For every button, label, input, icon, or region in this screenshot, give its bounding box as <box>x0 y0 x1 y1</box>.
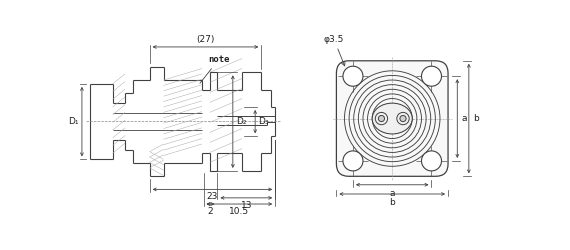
Text: 2: 2 <box>207 207 213 216</box>
Text: b: b <box>389 198 395 207</box>
Text: 10.5: 10.5 <box>229 207 250 216</box>
Circle shape <box>400 116 406 122</box>
FancyBboxPatch shape <box>336 61 448 176</box>
Circle shape <box>343 151 363 171</box>
Text: D₁: D₁ <box>68 117 79 126</box>
Text: 13: 13 <box>241 201 252 210</box>
Circle shape <box>397 112 409 125</box>
Circle shape <box>421 66 442 86</box>
Text: 23: 23 <box>207 192 218 202</box>
Text: D₃: D₃ <box>258 117 268 126</box>
Text: a: a <box>389 188 395 198</box>
Circle shape <box>378 116 385 122</box>
Text: a: a <box>461 114 467 123</box>
Circle shape <box>375 112 388 125</box>
Text: φ3.5: φ3.5 <box>324 34 345 66</box>
Text: D₂: D₂ <box>236 117 246 126</box>
Text: (27): (27) <box>196 35 215 44</box>
Ellipse shape <box>372 103 412 134</box>
Text: b: b <box>473 114 478 123</box>
Text: note: note <box>200 55 230 83</box>
Circle shape <box>343 66 363 86</box>
Circle shape <box>421 151 442 171</box>
